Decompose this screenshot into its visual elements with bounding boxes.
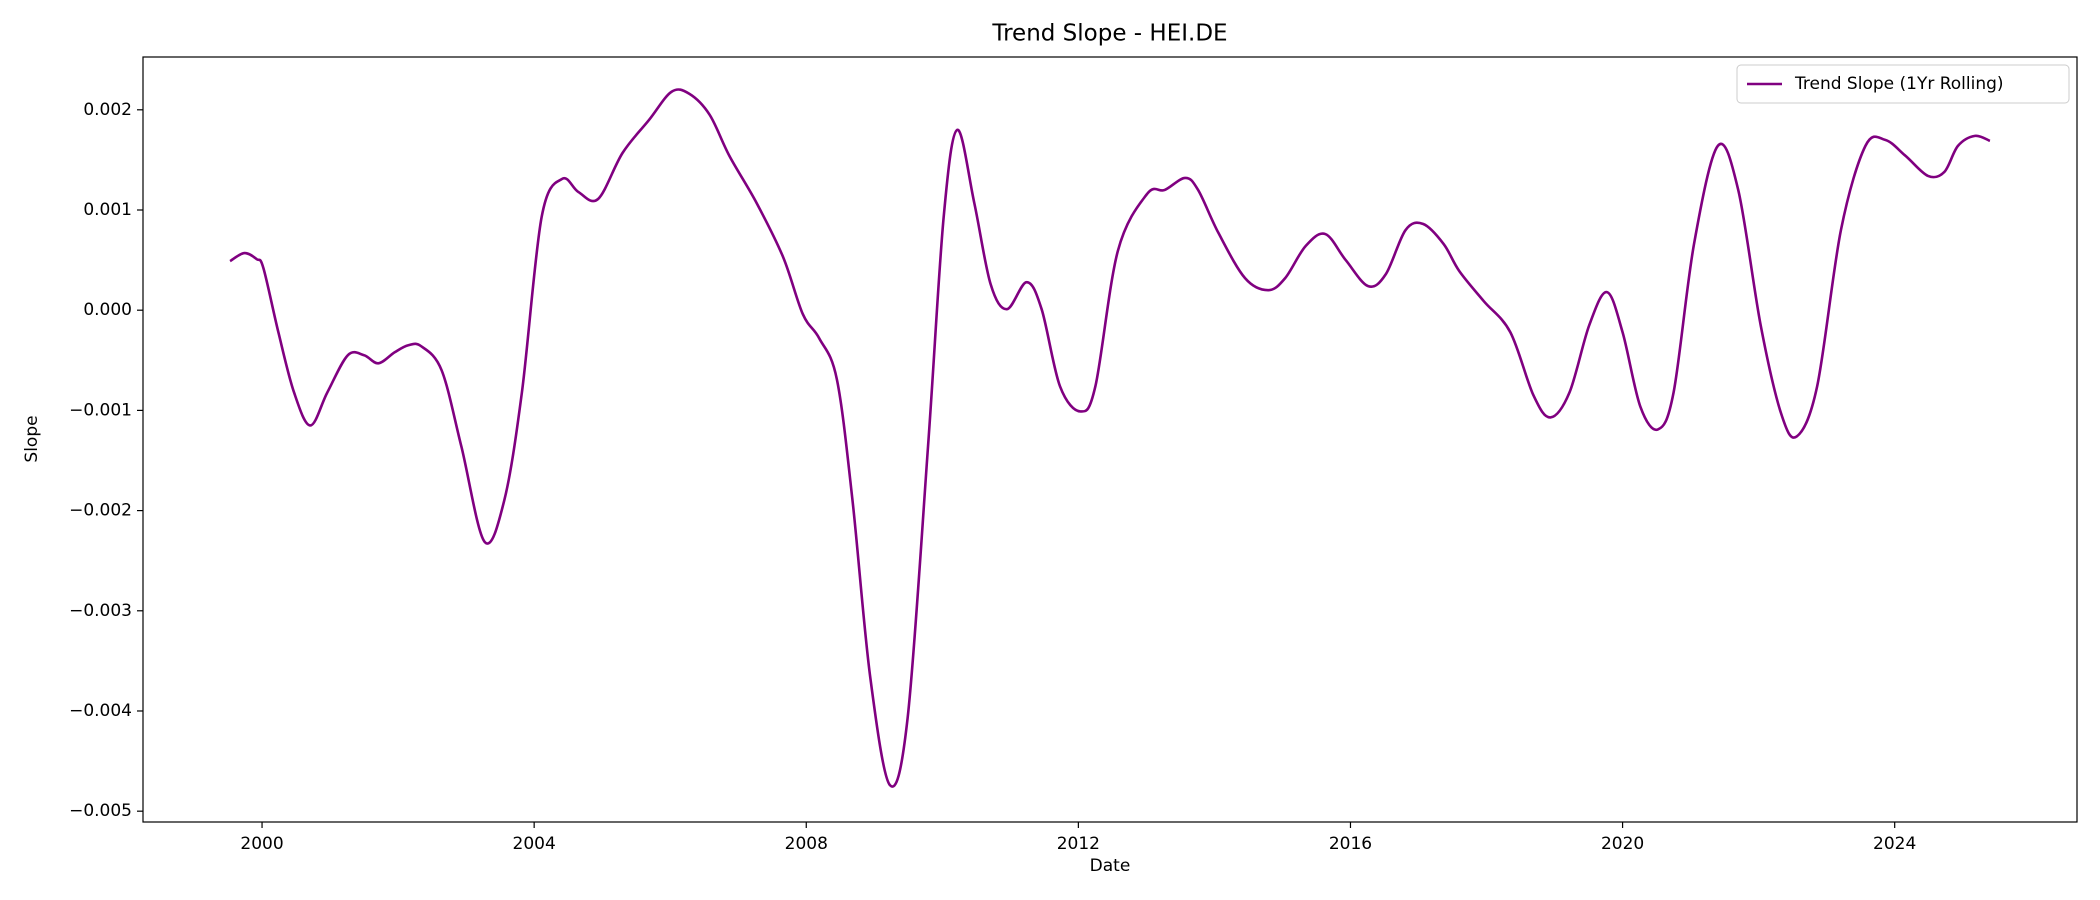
x-axis-label: Date	[1090, 856, 1131, 876]
y-tick-label: −0.002	[69, 501, 132, 521]
legend-label: Trend Slope (1Yr Rolling)	[1794, 74, 2004, 94]
x-tick-label: 2020	[1601, 834, 1644, 854]
line-series	[229, 88, 1991, 788]
legend-box	[1736, 64, 2070, 104]
y-tick-label: −0.001	[69, 400, 132, 420]
y-tick-label: −0.003	[69, 601, 132, 621]
plot-frame	[142, 56, 2078, 823]
chart-title: Trend Slope - HEI.DE	[991, 21, 1227, 47]
y-tick-label: −0.004	[69, 701, 132, 721]
y-tick-label: 0.001	[83, 200, 132, 220]
y-axis-label: Slope	[22, 415, 42, 462]
x-tick-label: 2008	[785, 834, 828, 854]
y-tick-label: 0.002	[83, 100, 132, 120]
y-tick-label: −0.005	[69, 801, 132, 821]
x-tick-label: 2024	[1873, 834, 1916, 854]
x-tick-label: 2004	[513, 834, 556, 854]
x-tick-label: 2016	[1329, 834, 1372, 854]
y-tick-label: 0.000	[83, 300, 132, 320]
x-tick-label: 2000	[240, 834, 283, 854]
x-tick-label: 2012	[1057, 834, 1100, 854]
